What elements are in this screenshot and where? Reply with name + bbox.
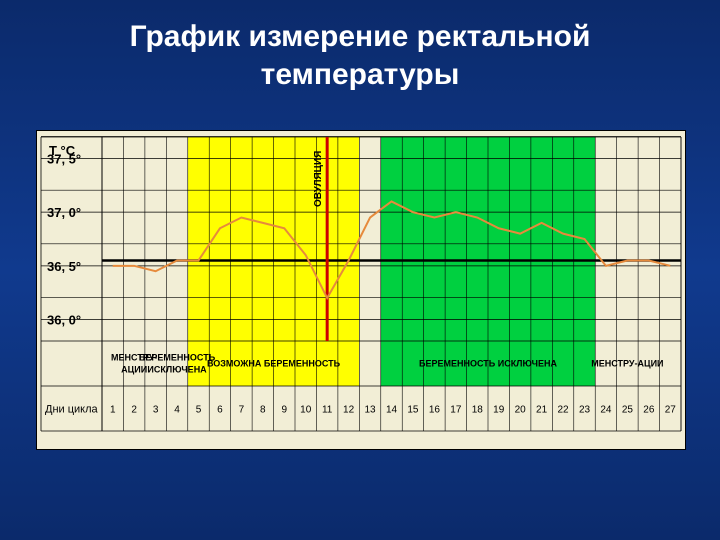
day-number: 24 — [600, 405, 612, 416]
day-number: 18 — [472, 405, 484, 416]
day-number: 1 — [110, 405, 116, 416]
day-number: 21 — [536, 405, 548, 416]
day-number: 23 — [579, 405, 591, 416]
day-number: 6 — [217, 405, 223, 416]
day-number: 10 — [300, 405, 312, 416]
day-number: 11 — [322, 405, 333, 416]
day-number: 17 — [450, 405, 462, 416]
zone-label: ВОЗМОЖНА БЕРЕМЕННОСТЬ — [207, 359, 341, 369]
zone-label: МЕНСТРУ-АЦИИ — [591, 359, 663, 369]
ovulation-label: ОВУЛЯЦИЯ — [313, 151, 324, 207]
day-number: 15 — [407, 405, 419, 416]
day-number: 4 — [174, 405, 180, 416]
day-number: 27 — [665, 405, 677, 416]
day-number: 20 — [515, 405, 527, 416]
zone-label: ИСКЛЮЧЕНА — [147, 365, 207, 375]
title-line1: График измерение ректальной — [0, 18, 720, 56]
title-line2: температуры — [0, 56, 720, 94]
zone-label: АЦИИ — [121, 365, 147, 375]
y-tick-label: 37, 5° — [47, 151, 81, 166]
day-number: 5 — [196, 405, 202, 416]
y-tick-label: 36, 0° — [47, 313, 81, 328]
day-number: 3 — [153, 405, 159, 416]
x-axis-title: Дни цикла — [45, 404, 99, 416]
y-tick-label: 36, 5° — [47, 259, 81, 274]
page-title: График измерение ректальной температуры — [0, 0, 720, 93]
day-number: 22 — [557, 405, 569, 416]
day-number: 2 — [131, 405, 137, 416]
temperature-chart: T °C37, 5°37, 0°36, 5°36, 0°ОВУЛЯЦИЯМЕНС… — [36, 130, 686, 450]
day-number: 25 — [622, 405, 634, 416]
day-number: 9 — [281, 405, 287, 416]
day-number: 7 — [239, 405, 245, 416]
day-number: 12 — [343, 405, 355, 416]
zone-label: БЕРЕМЕННОСТЬ ИСКЛЮЧЕНА — [419, 359, 557, 369]
zone-label: БЕРЕМЕННОСТЬ — [139, 353, 216, 363]
day-number: 13 — [364, 405, 376, 416]
day-number: 14 — [386, 405, 398, 416]
day-number: 16 — [429, 405, 441, 416]
day-number: 8 — [260, 405, 266, 416]
day-number: 19 — [493, 405, 505, 416]
day-number: 26 — [643, 405, 655, 416]
y-tick-label: 37, 0° — [47, 205, 81, 220]
